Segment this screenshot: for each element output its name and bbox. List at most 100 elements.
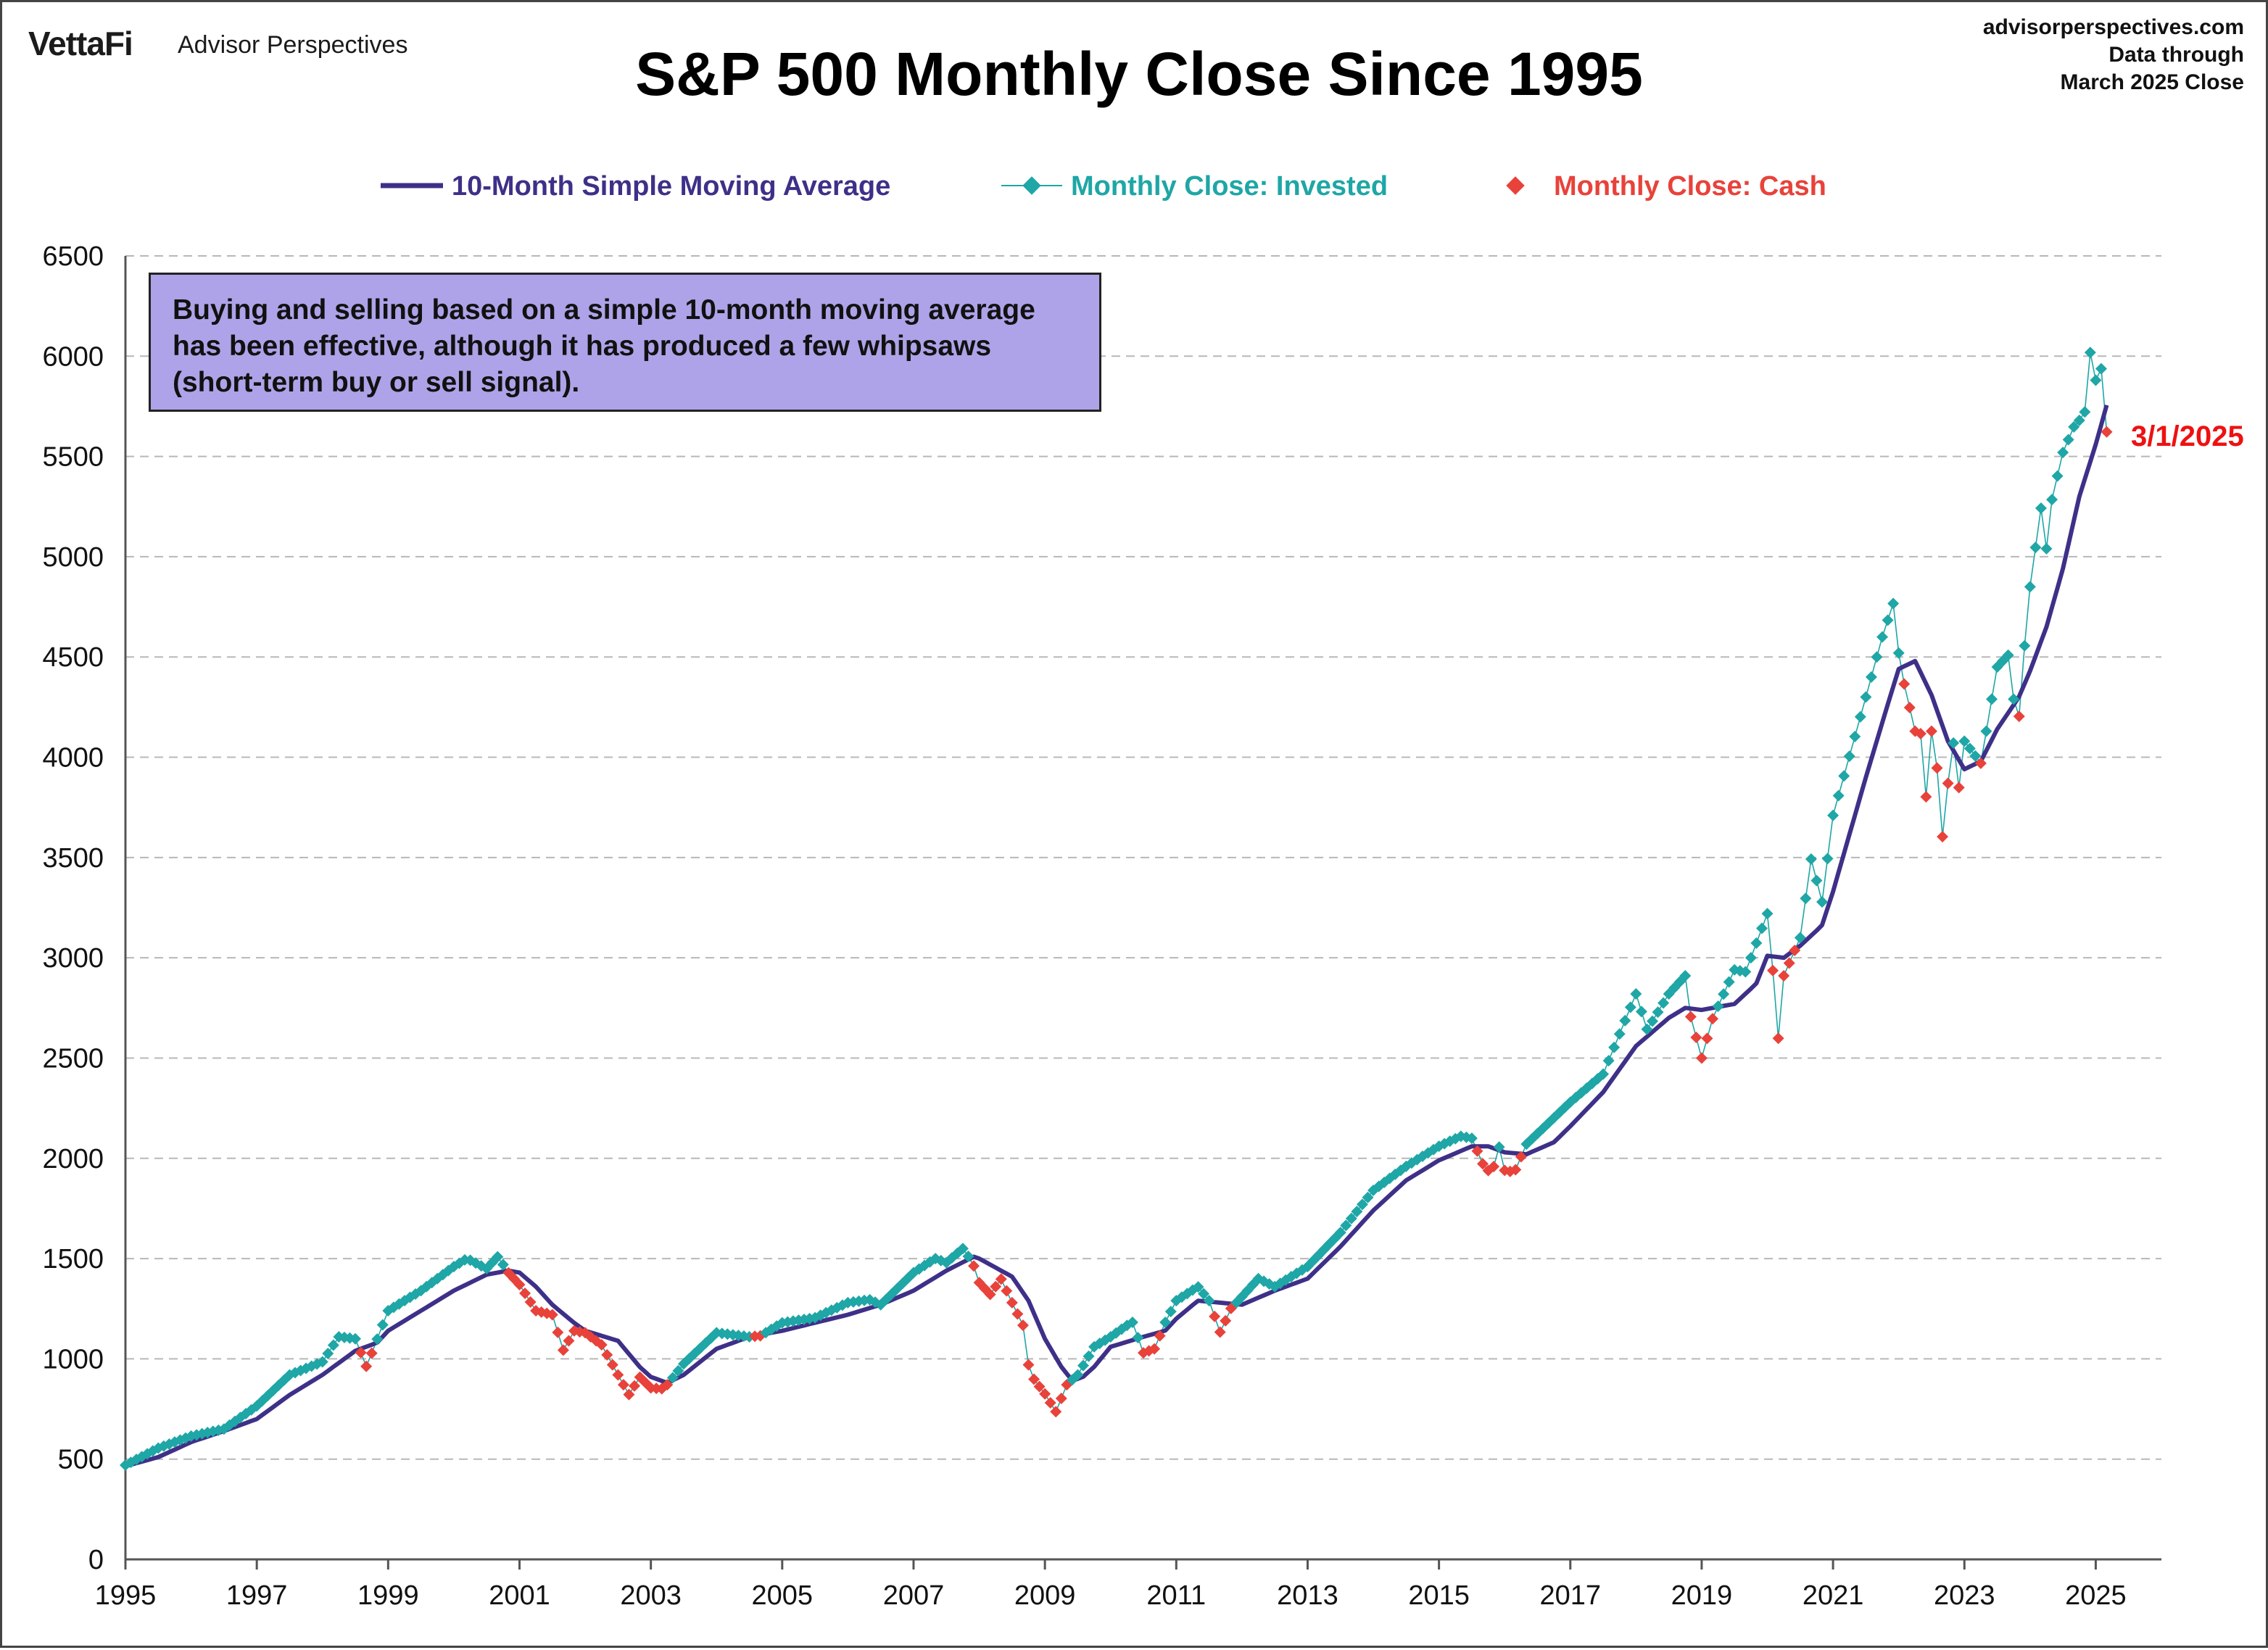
marker-cash xyxy=(1772,1032,1784,1045)
marker-invested xyxy=(1882,614,1894,626)
marker-invested xyxy=(1679,970,1692,982)
marker-invested xyxy=(1810,874,1823,887)
marker-invested xyxy=(1334,1227,1346,1239)
marker-invested xyxy=(962,1251,974,1263)
marker-invested xyxy=(2046,494,2058,506)
marker-cash xyxy=(1220,1314,1232,1327)
marker-cash xyxy=(595,1339,608,1351)
marker-cash xyxy=(1488,1161,1500,1173)
y-tick-label: 4500 xyxy=(42,642,104,673)
marker-cash xyxy=(968,1260,980,1272)
marker-invested xyxy=(1493,1141,1505,1153)
marker-cash xyxy=(546,1309,558,1321)
x-tick-label: 2015 xyxy=(1408,1580,1470,1611)
legend: 10-Month Simple Moving Average Monthly C… xyxy=(381,171,1826,202)
x-tick-label: 2021 xyxy=(1803,1580,1864,1611)
marker-invested xyxy=(2073,414,2085,426)
x-tick-label: 2013 xyxy=(1277,1580,1338,1611)
marker-invested xyxy=(492,1251,504,1263)
marker-cash xyxy=(355,1346,367,1359)
legend-sma-label: 10-Month Simple Moving Average xyxy=(452,171,890,202)
marker-invested xyxy=(1159,1316,1172,1328)
marker-invested xyxy=(2024,581,2036,593)
marker-invested xyxy=(1892,647,1905,659)
marker-cash xyxy=(1022,1359,1035,1371)
marker-cash xyxy=(563,1335,575,1347)
markers xyxy=(120,347,2113,1471)
marker-cash xyxy=(1001,1285,1013,1297)
brand-logo: VettaFi xyxy=(28,25,133,62)
marker-invested xyxy=(2079,406,2091,418)
x-tick-label: 2023 xyxy=(1934,1580,1995,1611)
marker-invested xyxy=(1843,750,1855,763)
marker-cash xyxy=(1477,1158,1489,1170)
gridlines xyxy=(125,255,2161,1460)
marker-cash xyxy=(1050,1406,1062,1418)
marker-invested xyxy=(1652,1006,1664,1019)
marker-invested xyxy=(1597,1068,1610,1080)
marker-invested xyxy=(1750,937,1763,949)
marker-invested xyxy=(1362,1191,1374,1203)
annotation-box: Buying and selling based on a simple 10-… xyxy=(149,273,1101,412)
marker-invested xyxy=(1805,853,1817,866)
marker-cash xyxy=(360,1360,373,1372)
marker-invested xyxy=(1871,651,1883,663)
marker-cash xyxy=(612,1369,624,1381)
series-line-sma xyxy=(125,404,2109,1469)
marker-invested xyxy=(1356,1198,1368,1211)
marker-cash xyxy=(1701,1032,1713,1045)
y-tick-label: 1000 xyxy=(42,1344,104,1375)
marker-cash xyxy=(1149,1343,1161,1355)
marker-invested xyxy=(1860,691,1872,703)
marker-invested xyxy=(1083,1350,1095,1362)
marker-cash xyxy=(1783,957,1795,969)
marker-invested xyxy=(1718,988,1730,1000)
y-tick-label: 1500 xyxy=(42,1244,104,1274)
y-tick-label: 2500 xyxy=(42,1043,104,1074)
marker-invested xyxy=(1072,1369,1084,1381)
x-tick-label: 2007 xyxy=(883,1580,945,1611)
axes xyxy=(124,256,2161,1570)
marker-invested xyxy=(371,1333,384,1346)
marker-invested xyxy=(1876,631,1889,643)
marker-invested xyxy=(1838,770,1850,782)
data-through-date: March 2025 Close xyxy=(2060,70,2244,94)
marker-invested xyxy=(2090,374,2102,386)
x-tick-label: 2005 xyxy=(752,1580,814,1611)
marker-cash xyxy=(1011,1308,1024,1320)
marker-cash xyxy=(1209,1310,1221,1322)
y-tick-label: 4000 xyxy=(42,743,104,774)
marker-invested xyxy=(316,1356,328,1368)
marker-invested xyxy=(1198,1288,1210,1300)
marker-invested xyxy=(174,1434,186,1446)
marker-cash xyxy=(1039,1388,1051,1400)
marker-invested xyxy=(2029,542,2042,554)
legend-cash-marker xyxy=(1506,176,1525,195)
marker-cash xyxy=(1214,1326,1226,1338)
marker-cash xyxy=(365,1347,378,1359)
x-tick-label: 2009 xyxy=(1014,1580,1076,1611)
x-tick-label: 2025 xyxy=(2065,1580,2127,1611)
marker-invested xyxy=(1132,1332,1144,1344)
marker-invested xyxy=(1712,1000,1724,1013)
marker-cash xyxy=(1515,1151,1527,1163)
marker-invested xyxy=(1745,952,1757,964)
marker-invested xyxy=(1641,1023,1653,1035)
marker-invested xyxy=(2008,693,2020,705)
x-tick-label: 2001 xyxy=(489,1580,550,1611)
marker-invested xyxy=(1192,1281,1204,1293)
x-tick-label: 2011 xyxy=(1146,1580,1206,1611)
marker-invested xyxy=(1832,789,1845,802)
marker-cash xyxy=(2101,426,2113,438)
marker-invested xyxy=(1986,693,1998,705)
marker-invested xyxy=(1963,742,1976,755)
marker-invested xyxy=(2040,542,2053,555)
marker-invested xyxy=(1657,997,1670,1009)
marker-invested xyxy=(2062,434,2074,446)
brand-name: Advisor Perspectives xyxy=(178,31,408,59)
marker-invested xyxy=(322,1348,334,1360)
marker-invested xyxy=(1980,725,1992,737)
legend-invested-label: Monthly Close: Invested xyxy=(1071,171,1388,202)
